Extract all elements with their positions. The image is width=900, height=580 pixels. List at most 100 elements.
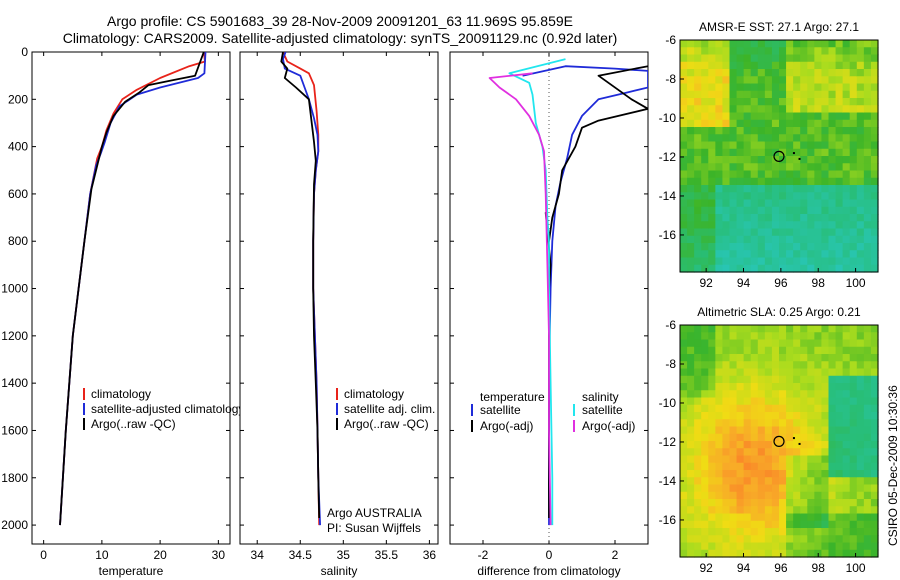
heatmap-cell bbox=[715, 235, 724, 244]
heatmap-cell bbox=[835, 69, 844, 77]
heatmap-cell bbox=[786, 528, 794, 536]
temperature-ytick-label: 2000 bbox=[1, 518, 28, 532]
heatmap-cell bbox=[771, 542, 780, 551]
heatmap-cell bbox=[680, 499, 688, 507]
heatmap-cell bbox=[807, 199, 815, 208]
heatmap-cell bbox=[743, 499, 752, 507]
heatmap-cell bbox=[800, 264, 808, 273]
heatmap-cell bbox=[764, 134, 773, 143]
heatmap-cell bbox=[835, 235, 844, 244]
heatmap-cell bbox=[863, 192, 872, 201]
heatmap-cell bbox=[870, 332, 879, 341]
heatmap-cell bbox=[715, 112, 724, 121]
heatmap-cell bbox=[701, 185, 709, 193]
heatmap-cell bbox=[715, 441, 724, 449]
heatmap-cell bbox=[828, 69, 837, 77]
heatmap-cell bbox=[771, 83, 780, 92]
heatmap-cell bbox=[701, 361, 709, 370]
heatmap-cell bbox=[849, 448, 858, 457]
heatmap-cell bbox=[708, 390, 716, 399]
heatmap-cell bbox=[708, 404, 716, 413]
heatmap-cell bbox=[849, 221, 858, 230]
heatmap-cell bbox=[821, 61, 830, 70]
heatmap-cell bbox=[722, 339, 731, 348]
heatmap-cell bbox=[793, 383, 801, 391]
heatmap-cell bbox=[800, 339, 808, 348]
heatmap-cell bbox=[729, 228, 738, 237]
heatmap-cell bbox=[800, 54, 808, 63]
heatmap-cell bbox=[849, 404, 858, 413]
heatmap-cell bbox=[835, 354, 844, 362]
heatmap-cell bbox=[708, 156, 716, 164]
heatmap-cell bbox=[835, 397, 844, 406]
heatmap-cell bbox=[807, 185, 815, 193]
heatmap-cell bbox=[842, 448, 851, 457]
heatmap-cell bbox=[736, 206, 745, 215]
title-line-1: Argo profile: CS 5901683_39 28-Nov-2009 … bbox=[107, 13, 573, 29]
heatmap-cell bbox=[793, 76, 801, 85]
sla-map-frame bbox=[679, 324, 879, 558]
heatmap-cell bbox=[757, 390, 766, 399]
heatmap-cell bbox=[856, 513, 865, 522]
heatmap-cell bbox=[835, 83, 844, 92]
heatmap-cell bbox=[807, 448, 815, 457]
heatmap-cell bbox=[708, 141, 716, 150]
heatmap-cell bbox=[793, 170, 801, 179]
heatmap-cell bbox=[786, 346, 794, 355]
heatmap-cell bbox=[800, 47, 808, 56]
heatmap-cell bbox=[793, 69, 801, 77]
difference-xtick-label: -2 bbox=[478, 548, 489, 562]
heatmap-cell bbox=[807, 214, 815, 222]
heatmap-cell bbox=[807, 98, 815, 106]
heatmap-cell bbox=[779, 221, 787, 230]
heatmap-cell bbox=[708, 90, 716, 99]
heatmap-cell bbox=[694, 441, 702, 449]
heatmap-cell bbox=[786, 361, 794, 370]
heatmap-cell bbox=[800, 455, 808, 464]
heatmap-cell bbox=[870, 441, 879, 449]
heatmap-cell bbox=[849, 61, 858, 70]
heatmap-cell bbox=[680, 214, 688, 222]
heatmap-cell bbox=[715, 513, 724, 522]
heatmap-cell bbox=[680, 148, 688, 157]
heatmap-cell bbox=[835, 185, 844, 193]
heatmap-cell bbox=[715, 76, 724, 85]
heatmap-cell bbox=[729, 549, 738, 558]
heatmap-cell bbox=[680, 170, 688, 179]
heatmap-cell bbox=[786, 119, 794, 128]
salinity-xtick-label: 34 bbox=[251, 548, 265, 562]
heatmap-cell bbox=[729, 484, 738, 493]
heatmap-cell bbox=[722, 506, 731, 515]
heatmap-cell bbox=[821, 243, 830, 251]
heatmap-cell bbox=[757, 419, 766, 428]
heatmap-cell bbox=[821, 119, 830, 128]
heatmap-cell bbox=[849, 228, 858, 237]
heatmap-cell bbox=[870, 397, 879, 406]
heatmap-cell bbox=[814, 462, 823, 471]
heatmap-cell bbox=[821, 163, 830, 172]
heatmap-cell bbox=[793, 177, 801, 186]
heatmap-cell bbox=[722, 61, 731, 70]
heatmap-cell bbox=[743, 257, 752, 266]
heatmap-cell bbox=[800, 419, 808, 428]
heatmap-cell bbox=[729, 433, 738, 442]
heatmap-cell bbox=[870, 354, 879, 362]
heatmap-cell bbox=[708, 47, 716, 56]
heatmap-cell bbox=[842, 346, 851, 355]
heatmap-cell bbox=[764, 127, 773, 135]
heatmap-cell bbox=[708, 346, 716, 355]
heatmap-cell bbox=[835, 455, 844, 464]
heatmap-cell bbox=[793, 441, 801, 449]
heatmap-cell bbox=[736, 228, 745, 237]
heatmap-cell bbox=[863, 346, 872, 355]
heatmap-cell bbox=[743, 412, 752, 420]
heatmap-cell bbox=[821, 535, 830, 544]
heatmap-cell bbox=[715, 426, 724, 435]
heatmap-cell bbox=[764, 163, 773, 172]
heatmap-cell bbox=[750, 192, 759, 201]
heatmap-cell bbox=[736, 250, 745, 259]
heatmap-cell bbox=[793, 368, 801, 377]
heatmap-cell bbox=[800, 134, 808, 143]
